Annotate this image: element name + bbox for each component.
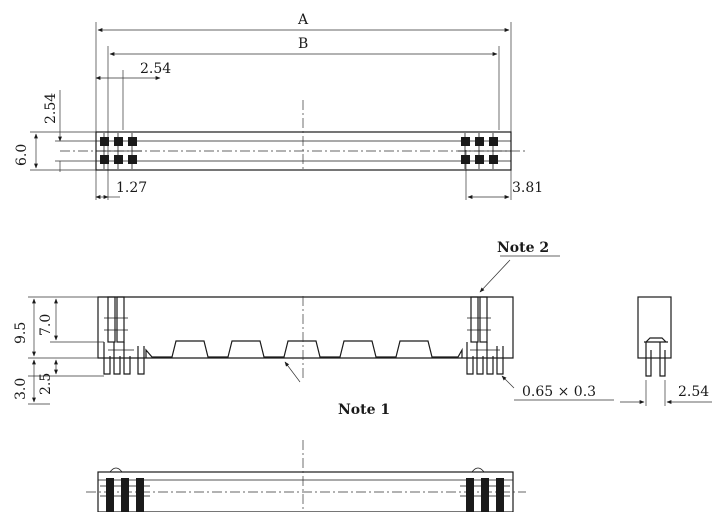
dim-row-pitch-label: 2.54 (43, 93, 59, 124)
side-body-outline (97, 296, 514, 359)
note-2-label: Note 2 (497, 240, 549, 256)
top-view: A B 2.54 (14, 12, 543, 200)
side-left-pins (103, 296, 145, 375)
dim-pitch-label: 2.54 (140, 61, 171, 77)
bottom-right-pins (460, 467, 510, 512)
side-view: Note 2 Note 1 0.65 × 0.3 9.5 7.0 3.0 2.5 (13, 240, 614, 418)
dim-body-height-label: 7.0 (38, 314, 54, 336)
top-left-contacts (96, 133, 142, 169)
side-right-pins (466, 296, 504, 375)
dim-offset-left-label: 1.27 (116, 180, 147, 196)
dim-offset-right-label: 3.81 (512, 180, 543, 196)
pin-size-label: 0.65 × 0.3 (522, 384, 596, 400)
end-body-outline (637, 296, 672, 359)
top-right-contacts (458, 133, 511, 169)
dim-height-label: 6.0 (14, 144, 30, 166)
dim-tail-short-label: 2.5 (38, 373, 54, 395)
bottom-view (86, 440, 526, 512)
dim-total-height-label: 9.5 (13, 322, 29, 344)
dim-b-label: B (298, 36, 308, 52)
side-comb-profile (145, 340, 463, 358)
dim-tail-length-label: 3.0 (13, 378, 29, 400)
note-1-label: Note 1 (338, 402, 390, 418)
dim-a-label: A (297, 12, 309, 28)
dim-end-pitch-label: 2.54 (678, 384, 709, 400)
bottom-left-pins (100, 467, 150, 512)
end-view: 2.54 (620, 296, 712, 406)
